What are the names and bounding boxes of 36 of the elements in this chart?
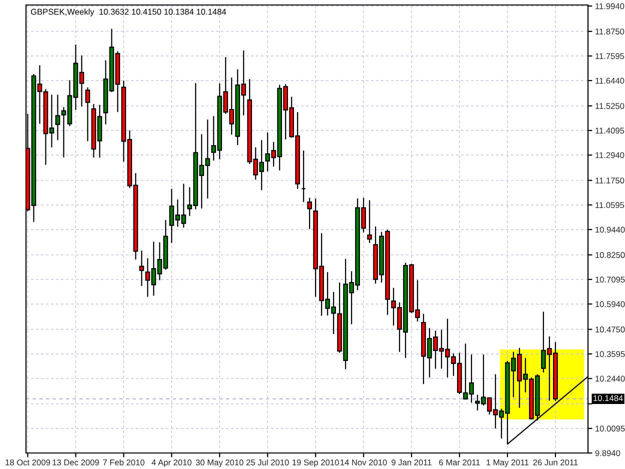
candlestick: [367, 200, 372, 244]
y-tick-label: 11.8750: [596, 28, 624, 34]
ref-line-label: 10.1484: [594, 395, 623, 402]
x-tick-label: 14 Nov 2010: [340, 459, 387, 466]
y-tick-label: 11.0595: [596, 202, 624, 208]
x-tick-label: 4 Apr 2010: [152, 459, 192, 468]
y-tick-label: 11.2940: [596, 152, 624, 158]
x-tick-label: 9 Jan 2011: [392, 459, 432, 466]
candlestick: [85, 86, 90, 142]
y-tick-label: 11.7595: [596, 53, 624, 60]
y-tick-label: 10.0095: [596, 426, 625, 432]
chart-title: GBPSEK,Weekly 10.3632 10.4150 10.1384 10.1484: [30, 8, 226, 16]
x-tick-label: 19 Sep 2010: [292, 459, 339, 468]
x-tick-label: 26 Jun 2011: [533, 459, 578, 466]
y-tick-label: 11.9940: [596, 3, 624, 10]
y-tick-label: 10.7095: [596, 276, 625, 283]
x-tick-label: 18 Oct 2009: [6, 459, 50, 466]
y-tick-label: 10.3595: [596, 351, 625, 358]
x-tick-label: 13 Dec 2009: [52, 459, 99, 466]
y-tick-label: 11.5250: [596, 103, 624, 109]
candlestick: [139, 250, 144, 286]
y-tick-label: 11.1750: [596, 178, 624, 184]
y-tick-label: 10.4750: [596, 326, 625, 332]
y-tick-label: 11.6440: [596, 78, 624, 84]
x-tick-label: 25 Jul 2010: [246, 459, 289, 466]
x-tick-label: 7 Feb 2010: [103, 459, 144, 466]
candlestick: [307, 197, 312, 230]
y-tick-label: 10.2440: [596, 376, 625, 382]
x-tick-label: 6 Mar 2011: [439, 459, 480, 466]
y-tick-label: 10.5940: [596, 301, 625, 308]
y-tick-label: 10.9440: [596, 226, 625, 233]
y-tick-label: 10.8250: [596, 252, 625, 258]
y-tick-label: 11.4095: [596, 128, 624, 134]
x-tick-label: 1 May 2011: [486, 459, 529, 468]
y-tick-label: 9.8940: [595, 450, 620, 456]
x-tick-label: 30 May 2010: [196, 459, 244, 468]
